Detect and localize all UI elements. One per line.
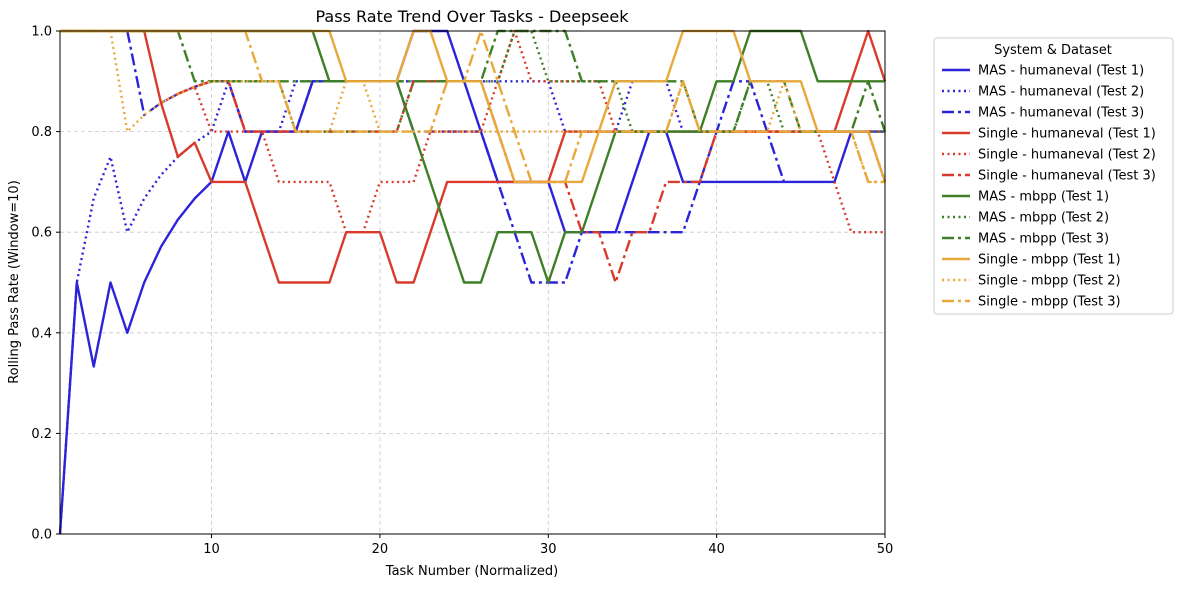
chart-title: Pass Rate Trend Over Tasks - Deepseek — [316, 7, 630, 26]
x-tick-label: 10 — [203, 542, 220, 557]
x-axis-label: Task Number (Normalized) — [385, 564, 558, 579]
legend-label: MAS - humaneval (Test 2) — [978, 85, 1144, 100]
legend-label: Single - mbpp (Test 2) — [978, 274, 1121, 289]
y-tick-label: 0.0 — [31, 528, 52, 543]
series-line — [93, 29, 885, 184]
series-lines — [58, 29, 887, 535]
legend-title: System & Dataset — [994, 43, 1112, 58]
legend-label: MAS - humaneval (Test 1) — [978, 64, 1144, 79]
x-tick-label: 20 — [372, 542, 389, 557]
series-line — [126, 30, 786, 284]
series-line — [60, 29, 885, 184]
series-line — [58, 29, 885, 535]
legend-label: Single - mbpp (Test 3) — [978, 295, 1121, 310]
legend-label: MAS - mbpp (Test 1) — [978, 190, 1109, 205]
axis-ticks: 10 20 30 40 50 0.0 0.2 0.4 0.6 0.8 1.0 — [31, 25, 893, 558]
x-tick-label: 40 — [708, 542, 725, 557]
y-tick-label: 0.4 — [31, 326, 52, 341]
legend-label: MAS - mbpp (Test 3) — [978, 232, 1109, 247]
legend-label: Single - humaneval (Test 2) — [978, 148, 1156, 163]
x-tick-label: 50 — [877, 542, 894, 557]
x-tick-label: 30 — [540, 542, 557, 557]
series-line — [60, 29, 885, 284]
y-tick-label: 0.2 — [31, 427, 52, 442]
legend: System & Dataset MAS - humaneval (Test 1… — [933, 37, 1174, 315]
legend-label: MAS - mbpp (Test 2) — [978, 211, 1109, 226]
y-tick-label: 1.0 — [31, 25, 52, 40]
series-line — [211, 29, 885, 133]
y-axis-label: Rolling Pass Rate (Window=10) — [7, 180, 22, 384]
y-tick-label: 0.6 — [31, 226, 52, 241]
legend-box — [933, 37, 1174, 315]
legend-label: Single - mbpp (Test 1) — [978, 253, 1121, 268]
y-tick-label: 0.8 — [31, 125, 52, 140]
legend-items: MAS - humaneval (Test 1) MAS - humaneval … — [942, 64, 1156, 310]
legend-label: Single - humaneval (Test 3) — [978, 169, 1156, 184]
legend-label: Single - humaneval (Test 1) — [978, 127, 1156, 142]
plot-frame — [59, 30, 886, 535]
series-line — [58, 80, 887, 535]
legend-label: MAS - humaneval (Test 3) — [978, 106, 1144, 121]
